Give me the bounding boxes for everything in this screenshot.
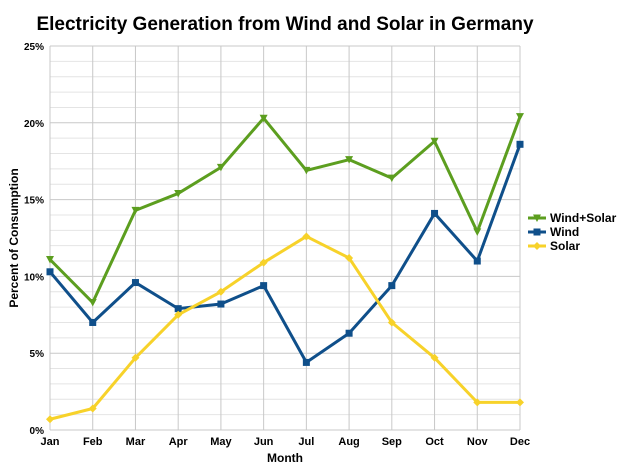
marker-diamond — [516, 398, 524, 407]
marker-triangle — [216, 163, 225, 172]
y-tick-label: 10% — [24, 272, 44, 283]
marker-square — [533, 228, 541, 236]
marker-diamond — [387, 318, 396, 327]
chart-title: Electricity Generation from Wind and Sol… — [36, 14, 534, 35]
marker-square — [388, 282, 396, 290]
y-axis-label: Percent of Consumption — [7, 168, 21, 307]
marker-diamond — [533, 242, 541, 250]
legend-item: Wind — [528, 225, 579, 239]
marker-diamond — [430, 353, 439, 362]
legend-label: Wind — [550, 225, 579, 239]
x-tick-label: Nov — [467, 436, 489, 448]
marker-square — [431, 209, 439, 217]
x-tick-label: Jun — [254, 436, 274, 448]
marker-diamond — [88, 404, 97, 413]
marker-triangle — [345, 156, 354, 164]
marker-square — [516, 140, 524, 148]
y-tick-label: 0% — [30, 426, 45, 437]
marker-square — [131, 279, 139, 287]
y-tick-label: 20% — [24, 119, 44, 130]
marker-triangle — [131, 206, 140, 215]
marker-square — [89, 318, 97, 326]
marker-diamond — [473, 398, 482, 407]
marker-diamond — [302, 232, 311, 241]
x-tick-label: Mar — [126, 436, 146, 448]
marker-diamond — [46, 415, 54, 424]
x-tick-label: Sep — [382, 436, 402, 448]
x-tick-label: Aug — [338, 436, 359, 448]
series-line — [49, 234, 520, 421]
marker-triangle — [302, 166, 311, 175]
legend-label: Solar — [550, 239, 580, 253]
x-tick-label: Apr — [169, 436, 189, 448]
marker-triangle — [533, 214, 541, 222]
x-tick-label: Jan — [41, 436, 60, 448]
marker-square — [473, 257, 481, 265]
x-tick-label: Dec — [510, 436, 530, 448]
marker-square — [46, 268, 54, 276]
series-wind-solar — [46, 113, 524, 307]
legend-item: Solar — [528, 239, 580, 253]
marker-square — [174, 305, 182, 313]
series-line — [48, 143, 522, 364]
legend-label: Wind+Solar — [550, 211, 617, 225]
marker-square — [345, 329, 353, 337]
marker-square — [260, 282, 268, 290]
y-tick-label: 15% — [24, 196, 44, 207]
marker-triangle — [430, 137, 439, 146]
marker-triangle — [473, 228, 482, 236]
marker-diamond — [259, 258, 268, 267]
legend-item: Wind+Solar — [528, 211, 617, 225]
x-tick-label: May — [210, 436, 232, 448]
y-tick-label: 25% — [24, 42, 44, 53]
series-solar — [46, 232, 524, 424]
marker-diamond — [131, 353, 140, 362]
marker-triangle — [259, 114, 268, 123]
x-tick-label: Oct — [425, 436, 444, 448]
marker-triangle — [88, 299, 97, 307]
series-wind — [46, 140, 524, 366]
marker-square — [217, 300, 225, 308]
y-tick-label: 5% — [30, 349, 45, 360]
marker-diamond — [174, 310, 183, 319]
marker-diamond — [216, 287, 225, 296]
x-tick-label: Feb — [83, 436, 103, 448]
marker-triangle — [387, 174, 396, 183]
x-tick-label: Jul — [298, 436, 314, 448]
marker-triangle — [46, 256, 54, 264]
marker-square — [302, 358, 310, 366]
marker-triangle — [174, 189, 183, 198]
marker-triangle — [516, 113, 524, 121]
x-axis-label: Month — [267, 451, 303, 465]
series-line — [48, 116, 522, 305]
marker-diamond — [345, 253, 354, 262]
